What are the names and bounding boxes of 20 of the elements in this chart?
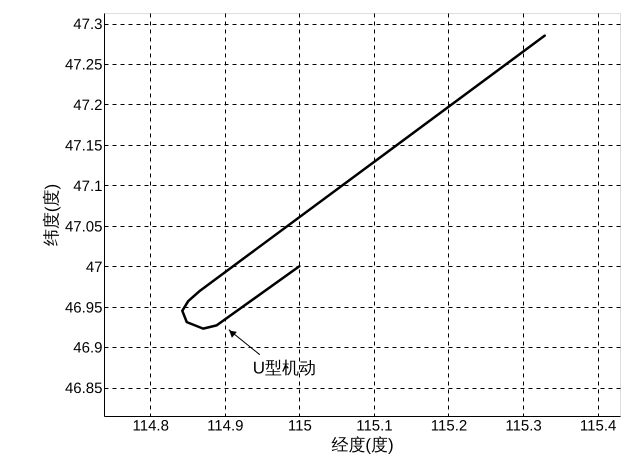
x-tick-label: 114.9 <box>207 418 244 434</box>
y-tick-label: 47.1 <box>73 178 102 195</box>
y-tick-label: 47.3 <box>73 16 102 34</box>
y-axis-title: 纬度(度) <box>42 184 61 246</box>
y-tick-label: 46.9 <box>73 340 102 357</box>
x-tick-label: 115 <box>288 418 312 434</box>
y-tick-label: 47.05 <box>64 218 102 236</box>
x-tick-label: 114.8 <box>132 418 169 434</box>
x-tick-label: 115.1 <box>356 418 393 434</box>
x-axis-title: 经度(度) <box>331 436 394 454</box>
x-tick-label: 115.4 <box>580 418 616 434</box>
y-tick-label: 47.15 <box>64 137 102 154</box>
annotation: U型机动 <box>252 358 316 378</box>
x-tick-label: 115.2 <box>430 418 468 434</box>
y-tick-label: 46.85 <box>64 380 102 398</box>
y-tick-label: 47 <box>86 258 102 276</box>
y-tick-label: 47.25 <box>64 56 102 74</box>
x-tick-label: 115.3 <box>505 418 542 434</box>
y-tick-label: 47.2 <box>73 96 102 114</box>
y-tick-label: 46.95 <box>64 299 102 316</box>
